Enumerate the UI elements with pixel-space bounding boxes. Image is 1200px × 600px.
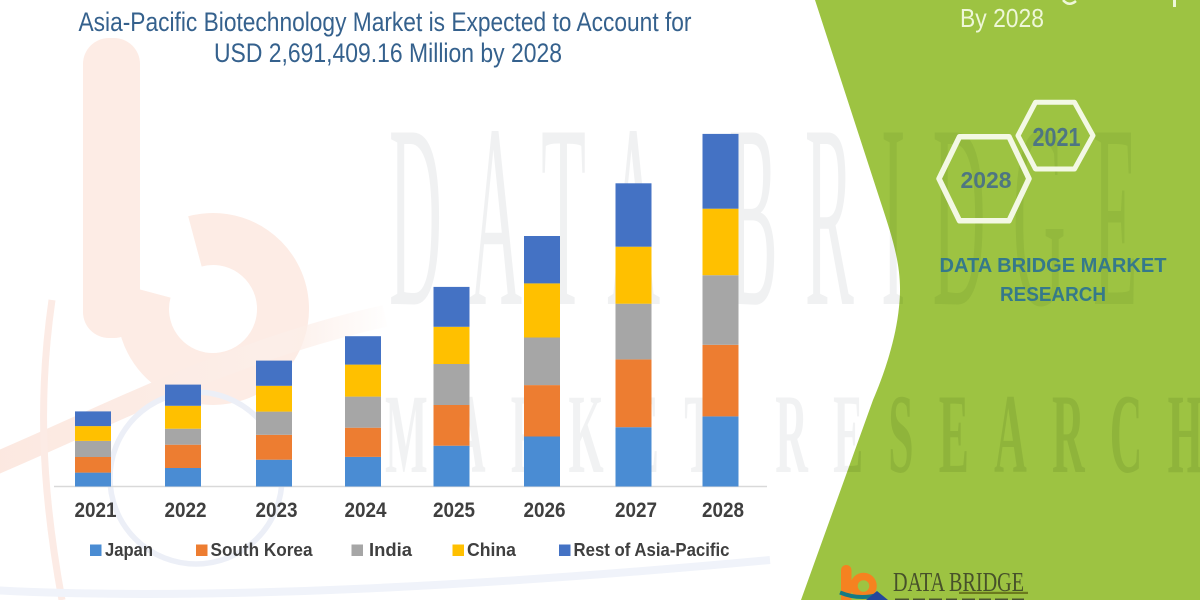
- svg-text:By 2028: By 2028: [960, 3, 1044, 33]
- svg-text:2022: 2022: [165, 499, 207, 522]
- svg-text:2026: 2026: [524, 499, 566, 522]
- svg-text:2023: 2023: [256, 499, 298, 522]
- svg-text:Rest of Asia-Pacific: Rest of Asia-Pacific: [574, 540, 730, 560]
- svg-text:Asia-Pacific Biotechnology Mar: Asia-Pacific Biotechnology Market is Exp…: [79, 7, 692, 37]
- svg-text:USD 2,691,409.16 Million by 20: USD 2,691,409.16 Million by 2028: [214, 38, 562, 68]
- svg-text:2028: 2028: [702, 499, 744, 522]
- svg-text:2024: 2024: [345, 499, 387, 522]
- svg-text:India: India: [369, 540, 413, 560]
- svg-text:Japan: Japan: [105, 540, 153, 560]
- svg-text:DATA BRIDGE MARKET: DATA BRIDGE MARKET: [940, 254, 1167, 277]
- svg-text:2025: 2025: [433, 499, 475, 522]
- svg-text:2021: 2021: [1033, 122, 1081, 152]
- svg-text:2021: 2021: [75, 499, 117, 522]
- svg-text:2028: 2028: [961, 167, 1012, 193]
- svg-text:China: China: [467, 540, 517, 560]
- svg-text:2027: 2027: [615, 499, 657, 522]
- svg-text:RESEARCH: RESEARCH: [1000, 283, 1106, 306]
- svg-text:South Korea: South Korea: [211, 540, 314, 560]
